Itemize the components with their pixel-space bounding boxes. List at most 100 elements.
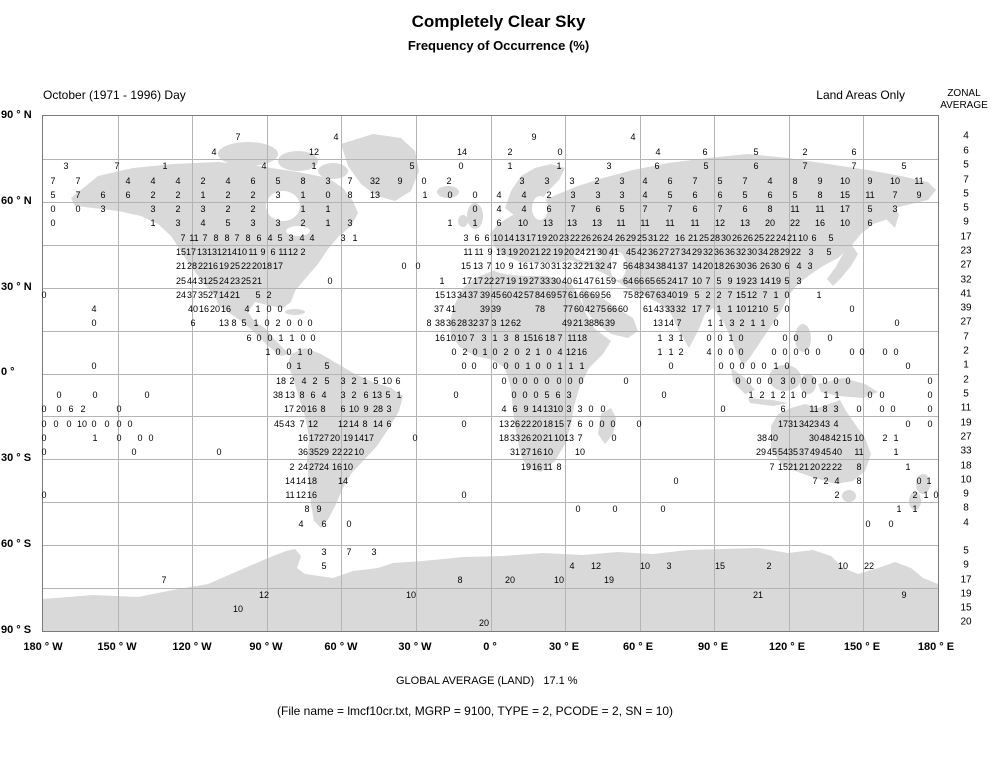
grid-value: 0 [53, 419, 59, 429]
grid-value: 2 [225, 190, 231, 200]
lon-gridline [639, 116, 641, 631]
grid-value: 1 [657, 333, 663, 343]
grid-value: 36 [713, 247, 725, 257]
grid-value: 0 [865, 519, 871, 529]
grid-value: 4 [642, 190, 648, 200]
grid-value: 1 [150, 218, 156, 228]
zonal-average-value: 1 [963, 359, 969, 371]
grid-value: 3 [275, 218, 281, 228]
grid-value: 26 [742, 233, 754, 243]
grid-value: 21 [687, 233, 699, 243]
grid-value: 1 [556, 161, 562, 171]
grid-value: 8 [514, 333, 520, 343]
grid-value: 1 [657, 347, 663, 357]
file-metadata-line: (File name = lmcf10cr.txt, MGRP = 9100, … [277, 704, 674, 718]
lat-gridline [43, 545, 938, 547]
grid-value: 3 [595, 190, 601, 200]
grid-value: 0 [746, 376, 752, 386]
grid-value: 10 [381, 376, 393, 386]
grid-value: 23 [229, 276, 241, 286]
grid-value: 1 [770, 390, 776, 400]
grid-value: 37 [478, 318, 490, 328]
grid-value: 9 [363, 404, 369, 414]
grid-value: 0 [717, 333, 723, 343]
grid-value: 5 [321, 561, 327, 571]
grid-value: 41 [608, 247, 620, 257]
grid-value: 0 [514, 347, 520, 357]
grid-value: 49 [809, 447, 821, 457]
grid-value: 11 [790, 204, 800, 214]
grid-value: 4 [175, 176, 181, 186]
grid-value: 17 [528, 261, 540, 271]
grid-value: 3 [892, 204, 898, 214]
lat-axis-label: 60 ° N [1, 195, 32, 207]
grid-value: 26 [731, 233, 743, 243]
grid-value: 13 [495, 247, 507, 257]
grid-value: 9 [901, 590, 907, 600]
zonal-average-value: 6 [963, 145, 969, 157]
grid-value: 15 [460, 261, 472, 271]
grid-value: 65 [655, 276, 667, 286]
grid-value: 6 [484, 233, 490, 243]
grid-value: 13 [206, 247, 218, 257]
grid-value: 4 [501, 404, 507, 414]
grid-value: 0 [127, 419, 133, 429]
grid-value: 9 [260, 247, 266, 257]
grid-value: 6 [717, 190, 723, 200]
grid-value: 82 [633, 290, 645, 300]
grid-value: 0 [535, 361, 541, 371]
grid-value: 1 [362, 376, 368, 386]
grid-value: 0 [461, 361, 467, 371]
zonal-average-header: ZONAL AVERAGE [933, 88, 995, 112]
lat-gridline [43, 502, 938, 504]
grid-value: 13 [284, 390, 296, 400]
grid-value: 56 [622, 261, 634, 271]
grid-value: 13 [591, 218, 603, 228]
lat-axis-label: 0 ° [1, 366, 15, 378]
grid-value: 0 [116, 433, 122, 443]
grid-value: 0 [890, 404, 896, 414]
grid-value: 1 [200, 190, 206, 200]
grid-value: 3 [321, 547, 327, 557]
grid-value: 0 [728, 347, 734, 357]
grid-value: 0 [738, 347, 744, 357]
page-title: Completely Clear Sky [411, 12, 586, 31]
grid-value: 18 [275, 376, 287, 386]
lon-gridline [565, 116, 567, 631]
grid-value: 32 [735, 247, 747, 257]
grid-value: 0 [492, 347, 498, 357]
grid-value: 25 [240, 276, 252, 286]
grid-value: 21 [229, 290, 241, 300]
grid-value: 29 [691, 247, 703, 257]
grid-value: 0 [546, 361, 552, 371]
grid-value: 6 [851, 147, 857, 157]
grid-value: 6 [667, 176, 673, 186]
grid-value: 3 [481, 333, 487, 343]
grid-value: 3 [150, 204, 156, 214]
grid-value: 8 [822, 404, 828, 414]
grid-value: 31 [787, 419, 799, 429]
grid-value: 21 [583, 261, 595, 271]
grid-value: 10 [456, 333, 468, 343]
grid-value: 25 [207, 276, 219, 286]
zonal-average-value: 41 [960, 288, 972, 300]
grid-value: 66 [606, 304, 618, 314]
grid-value: 1 [278, 333, 284, 343]
grid-value: 1 [905, 462, 911, 472]
grid-value: 40 [187, 304, 199, 314]
grid-value: 0 [784, 304, 790, 314]
lon-axis-label: 60 ° E [622, 641, 654, 653]
grid-value: 1 [439, 276, 445, 286]
grid-value: 1 [300, 190, 306, 200]
grid-value: 3 [250, 218, 256, 228]
grid-value: 10 [76, 419, 88, 429]
grid-value: 10 [236, 247, 248, 257]
grid-value: 16 [297, 433, 309, 443]
grid-value: 6 [742, 204, 748, 214]
grid-value: 0 [761, 361, 767, 371]
grid-value: 2 [175, 190, 181, 200]
grid-value: 20 [547, 233, 559, 243]
grid-value: 5 [409, 161, 415, 171]
grid-value: 47 [583, 276, 595, 286]
grid-value: 1 [834, 390, 840, 400]
